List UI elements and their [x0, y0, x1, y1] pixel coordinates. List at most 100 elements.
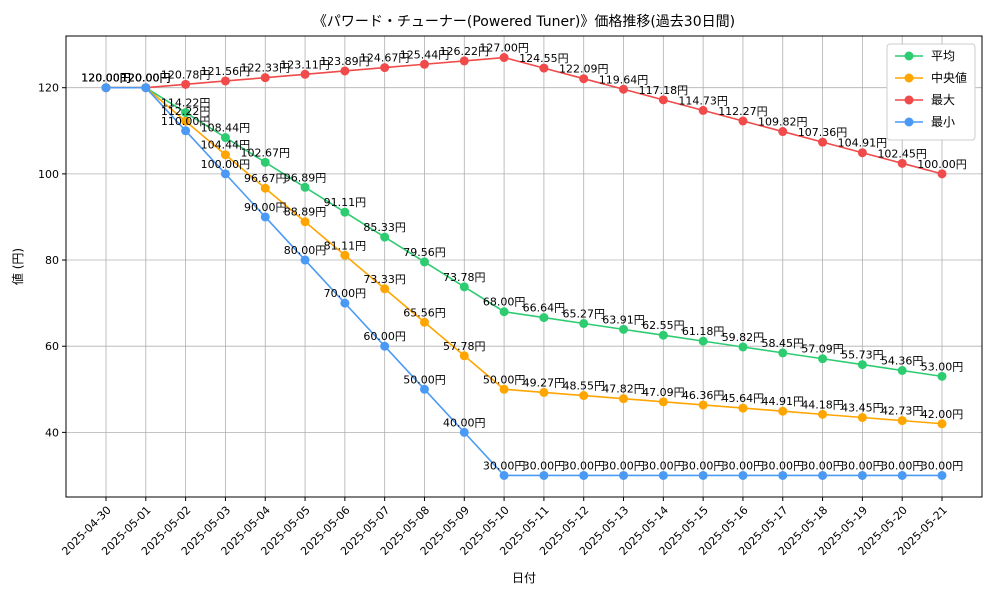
- data-point: [658, 397, 668, 407]
- data-label: 30.00円: [801, 459, 844, 472]
- data-point: [141, 83, 151, 93]
- data-label: 40.00円: [443, 416, 486, 429]
- data-label: 43.45円: [841, 402, 884, 415]
- data-point: [897, 470, 907, 480]
- data-label: 124.55円: [519, 52, 569, 65]
- data-point: [499, 384, 509, 394]
- data-point: [260, 183, 270, 193]
- data-point: [300, 217, 310, 227]
- data-label: 47.82円: [602, 383, 645, 396]
- data-label: 54.36円: [881, 355, 924, 368]
- data-point: [459, 351, 469, 361]
- data-label: 120.00円: [121, 72, 171, 85]
- data-label: 61.18円: [682, 325, 725, 338]
- data-point: [260, 73, 270, 83]
- data-label: 127.00円: [479, 42, 529, 55]
- grid: [66, 36, 982, 497]
- data-label: 104.44円: [201, 139, 251, 152]
- data-label: 114.22円: [161, 97, 211, 110]
- data-point: [738, 342, 748, 352]
- data-label: 108.44円: [201, 122, 251, 135]
- y-tick-label: 100: [38, 168, 59, 181]
- data-point: [818, 409, 828, 419]
- data-label: 119.64円: [599, 73, 649, 86]
- legend-label: 平均: [931, 49, 955, 63]
- y-axis-label: 値 (円): [10, 248, 25, 285]
- data-point: [539, 387, 549, 397]
- data-point: [499, 470, 509, 480]
- data-label: 57.09円: [801, 343, 844, 356]
- data-point: [937, 371, 947, 381]
- data-point: [579, 319, 589, 329]
- data-label: 42.00円: [921, 408, 964, 421]
- data-point: [579, 470, 589, 480]
- data-label: 66.64円: [523, 302, 566, 315]
- data-point: [380, 232, 390, 242]
- data-label: 88.89円: [284, 206, 327, 219]
- data-label: 44.18円: [801, 398, 844, 411]
- data-label: 65.56円: [403, 306, 446, 319]
- data-point: [818, 470, 828, 480]
- data-point: [300, 69, 310, 79]
- data-point: [459, 427, 469, 437]
- data-point: [380, 63, 390, 73]
- data-label: 30.00円: [562, 459, 605, 472]
- data-label: 120.00円: [121, 72, 171, 85]
- data-point: [937, 470, 947, 480]
- data-point: [459, 56, 469, 66]
- data-label: 44.91円: [762, 395, 805, 408]
- data-point: [220, 169, 230, 179]
- data-label: 120.00円: [81, 72, 131, 85]
- data-label: 30.00円: [523, 459, 566, 472]
- legend-marker: [904, 73, 914, 83]
- data-label: 120.00円: [81, 72, 131, 85]
- data-label: 45.64円: [722, 392, 765, 405]
- data-point: [658, 470, 668, 480]
- data-label: 55.73円: [841, 349, 884, 362]
- data-label: 46.36円: [682, 389, 725, 402]
- data-label: 112.27円: [718, 105, 768, 118]
- data-label: 100.00円: [917, 158, 967, 171]
- data-label: 80.00円: [284, 244, 327, 257]
- data-label: 121.56円: [201, 65, 251, 78]
- data-point: [380, 284, 390, 294]
- data-point: [937, 169, 947, 179]
- data-label: 102.67円: [240, 146, 290, 159]
- data-point: [897, 366, 907, 376]
- chart-title: 《パワード・チューナー(Powered Tuner)》価格推移(過去30日間): [313, 14, 735, 30]
- data-point: [619, 470, 629, 480]
- legend-label: 最大: [931, 93, 955, 107]
- data-label: 107.36円: [798, 126, 848, 139]
- data-label: 30.00円: [642, 459, 685, 472]
- data-label: 50.00円: [403, 373, 446, 386]
- data-label: 68.00円: [483, 296, 526, 309]
- data-label: 100.00円: [201, 158, 251, 171]
- data-label: 104.91円: [838, 137, 888, 150]
- y-axis: 40 60 80 100 120: [38, 82, 66, 439]
- y-tick-label: 60: [45, 340, 59, 353]
- data-label: 30.00円: [483, 459, 526, 472]
- data-label: 59.82円: [722, 331, 765, 344]
- data-point: [340, 298, 350, 308]
- data-point: [181, 108, 191, 118]
- data-point: [698, 336, 708, 346]
- data-label: 125.44円: [400, 48, 450, 61]
- legend-marker: [904, 51, 914, 61]
- data-point: [778, 470, 788, 480]
- data-point: [419, 384, 429, 394]
- data-label: 50.00円: [483, 373, 526, 386]
- data-label: 109.82円: [758, 116, 808, 129]
- data-label: 96.89円: [284, 171, 327, 184]
- data-label: 30.00円: [722, 459, 765, 472]
- data-label: 73.78円: [443, 271, 486, 284]
- y-tick-label: 120: [38, 82, 59, 95]
- data-point: [419, 257, 429, 267]
- data-point: [539, 470, 549, 480]
- data-label: 30.00円: [762, 459, 805, 472]
- data-label: 47.09円: [642, 386, 685, 399]
- data-label: 120.78円: [161, 68, 211, 81]
- data-label: 90.00円: [244, 201, 287, 214]
- data-point: [340, 207, 350, 217]
- data-point: [818, 354, 828, 364]
